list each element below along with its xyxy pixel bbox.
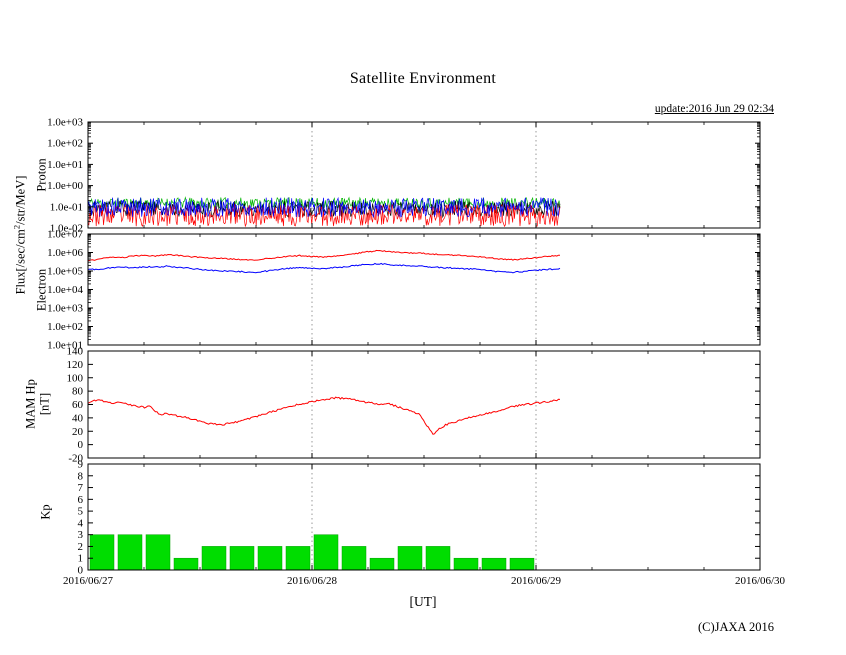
kp-bar: [313, 534, 339, 570]
x-date-label: 2016/06/29: [511, 575, 562, 587]
electron-ytick-label: 1.0e+01: [47, 340, 83, 352]
proton-ytick-label: 1.0e+03: [47, 117, 83, 129]
proton-ytick-label: 1.0e+02: [47, 138, 83, 150]
kp-ytick-label: 0: [78, 565, 84, 577]
kp-bar: [285, 546, 311, 570]
proton-series-red: [88, 204, 561, 228]
kp-ytick-label: 5: [78, 506, 84, 518]
kp-bars: [89, 534, 535, 570]
x-axis-date-labels: 2016/06/27 2016/06/28 2016/06/29 2016/06/30: [63, 575, 786, 587]
electron-series-electron-high: [88, 249, 561, 262]
kp-bar: [229, 546, 255, 570]
kp-bar: [145, 534, 171, 570]
proton-ytick-label: 1.0e+01: [47, 159, 83, 171]
kp-ytick-label: 8: [78, 470, 84, 482]
electron-ytick-label: 1.0e+03: [47, 303, 83, 315]
x-date-label: 2016/06/27: [63, 575, 114, 587]
page-title: Satellite Environment: [349, 70, 497, 87]
proton-ytick-label: 1.0e-02: [50, 223, 83, 235]
mam-ytick-label: 120: [67, 359, 84, 371]
proton-ytick-label: 1.0e-01: [50, 201, 83, 213]
kp-ytick-label: 3: [78, 529, 84, 541]
proton-ytick-label: 1.0e+00: [47, 180, 83, 192]
kp-ytick-label: 2: [78, 541, 84, 553]
kp-panel-border: [87, 463, 761, 571]
mam-ytick-label: 140: [67, 346, 84, 358]
kp-ytick-label: 1: [78, 553, 84, 565]
kp-ytick-label: 7: [78, 482, 84, 494]
kp-ytick-label: 6: [78, 494, 84, 506]
mam-series-hp: [88, 396, 561, 435]
mam-ytick-label: 0: [78, 439, 84, 451]
mam-ytick-label: 60: [72, 399, 84, 411]
kp-bar: [117, 534, 143, 570]
electron-ytick-label: 1.0e+04: [47, 284, 83, 296]
mam-ytick-label: 100: [67, 372, 84, 384]
kp-bar: [341, 546, 367, 570]
update-timestamp: update:2016 Jun 29 02:34: [654, 103, 774, 115]
electron-series-electron-low: [88, 262, 561, 274]
electron-ytick-label: 1.0e+06: [47, 247, 83, 259]
kp-bar: [481, 557, 507, 570]
panel-electron: 1.0e+07 1.0e+06 1.0e+05 1.0e+04 1.0e+03 1.0e+…: [47, 229, 761, 352]
kp-bar: [509, 557, 535, 570]
kp-ytick-label: 4: [78, 517, 84, 529]
mam-ytick-label: 40: [72, 412, 84, 424]
kp-bar: [369, 557, 395, 570]
x-date-label: 2016/06/28: [287, 575, 338, 587]
electron-ytick-label: 1.0e+05: [47, 266, 83, 278]
electron-panel-border: [87, 233, 761, 346]
panel-proton: 1.0e+03 1.0e+02 1.0e+01 1.0e+00 1.0e-01 1.0e-…: [47, 117, 761, 235]
kp-bar: [89, 534, 115, 570]
mam-ytick-label: 20: [72, 426, 84, 438]
electron-ytick-label: 1.0e+02: [47, 321, 83, 333]
mam-ytick-label: 80: [72, 386, 84, 398]
kp-bar: [201, 546, 227, 570]
mam-ytick-label: -20: [68, 453, 83, 465]
copyright-text: (C)JAXA 2016: [697, 620, 774, 634]
kp-bar: [453, 557, 479, 570]
x-date-label: 2016/06/30: [735, 575, 786, 587]
kp-ytick-label: 9: [78, 459, 84, 471]
mam-panel-border: [87, 350, 761, 459]
kp-bar: [425, 546, 451, 570]
kp-bar: [397, 546, 423, 570]
electron-ytick-label: 1.0e+07: [47, 229, 83, 241]
kp-bar: [257, 546, 283, 570]
x-axis-title: [UT]: [409, 594, 437, 609]
kp-bar: [173, 557, 199, 570]
proton-series-blue: [88, 196, 561, 219]
